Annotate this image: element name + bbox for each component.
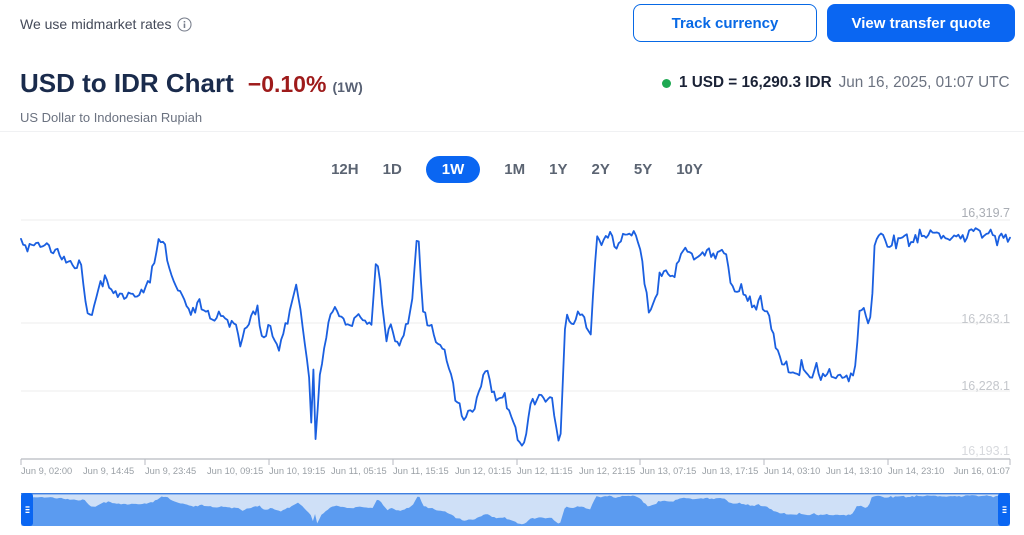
svg-text:16,193.1: 16,193.1 — [961, 444, 1010, 458]
svg-text:Jun 9, 02:00: Jun 9, 02:00 — [21, 466, 72, 476]
svg-text:Jun 9, 23:45: Jun 9, 23:45 — [145, 466, 196, 476]
svg-text:Jun 12, 21:15: Jun 12, 21:15 — [579, 466, 635, 476]
svg-text:Jun 13, 07:15: Jun 13, 07:15 — [640, 466, 696, 476]
svg-text:Jun 11, 15:15: Jun 11, 15:15 — [393, 466, 449, 476]
svg-text:Jun 10, 09:15: Jun 10, 09:15 — [207, 466, 263, 476]
svg-text:16,319.7: 16,319.7 — [961, 206, 1010, 220]
svg-text:Jun 14, 23:10: Jun 14, 23:10 — [888, 466, 944, 476]
svg-text:Jun 14, 13:10: Jun 14, 13:10 — [826, 466, 882, 476]
svg-text:16,263.1: 16,263.1 — [961, 312, 1010, 326]
svg-text:Jun 11, 05:15: Jun 11, 05:15 — [331, 466, 387, 476]
svg-text:Jun 12, 11:15: Jun 12, 11:15 — [517, 466, 573, 476]
svg-text:Jun 10, 19:15: Jun 10, 19:15 — [269, 466, 325, 476]
svg-text:16,228.1: 16,228.1 — [961, 379, 1010, 393]
svg-text:Jun 13, 17:15: Jun 13, 17:15 — [702, 466, 758, 476]
svg-text:Jun 9, 14:45: Jun 9, 14:45 — [83, 466, 134, 476]
svg-text:Jun 12, 01:15: Jun 12, 01:15 — [455, 466, 511, 476]
svg-text:Jun 14, 03:10: Jun 14, 03:10 — [764, 466, 820, 476]
svg-text:Jun 16, 01:07: Jun 16, 01:07 — [954, 466, 1010, 476]
